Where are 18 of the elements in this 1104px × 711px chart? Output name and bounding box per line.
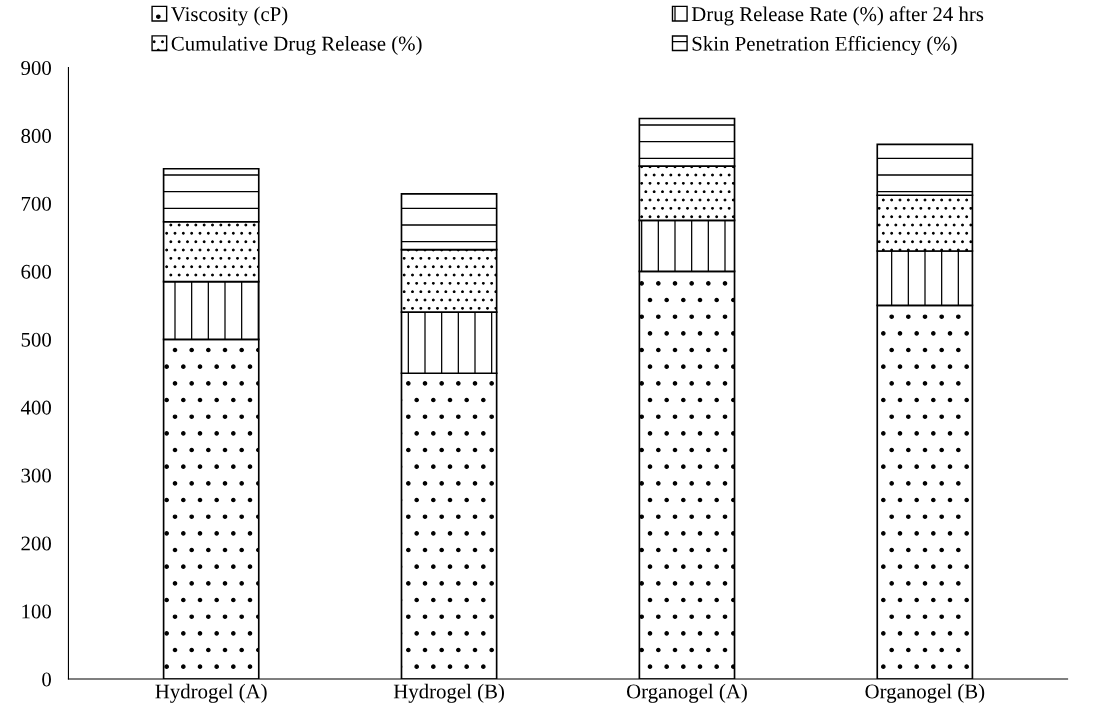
y-tick-label: 100: [22, 604, 51, 619]
y-tick-label: 900: [21, 60, 51, 75]
legend-label: Skin Penetration Efficiency (%): [692, 35, 957, 56]
y-tick-label: 700: [21, 196, 51, 211]
legend-label: Drug Release Rate (%) after 24 hrs: [691, 6, 984, 26]
x-tick-label: Hydrogel (B): [393, 683, 504, 703]
y-tick-label: 600: [21, 264, 51, 279]
legend-label: Viscosity (cP): [171, 6, 288, 26]
y-tick-label: 200: [21, 536, 51, 551]
x-tick-label: Organogel (B): [865, 683, 985, 703]
y-tick-label: 500: [21, 332, 51, 347]
y-tick-label: 800: [21, 128, 51, 143]
x-tick-label: Hydrogel (A): [155, 683, 267, 703]
y-tick-label: 400: [20, 400, 51, 415]
y-tick-label: 0: [42, 672, 51, 687]
legend-label: Cumulative Drug Release (%): [171, 36, 422, 55]
x-tick-label: Organogel (A): [626, 683, 747, 703]
y-tick-label: 300: [21, 468, 51, 483]
